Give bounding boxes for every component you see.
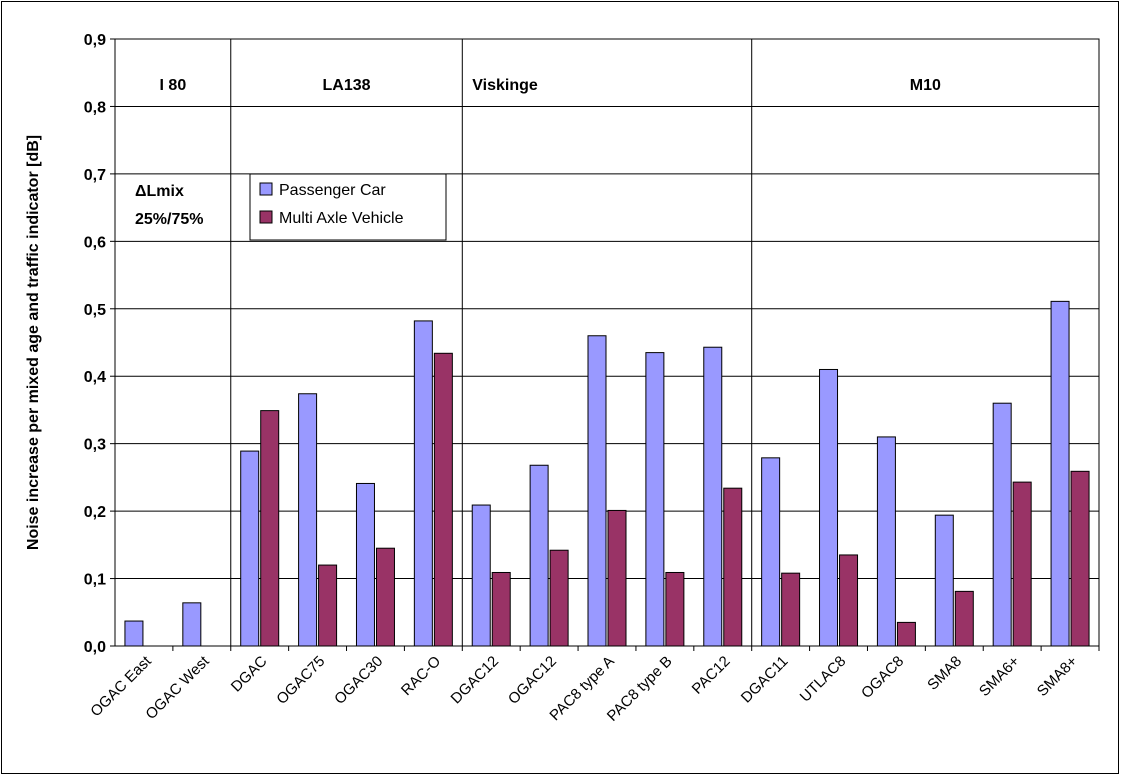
bar-passenger-car (182, 602, 202, 647)
bar-passenger-car (761, 457, 781, 647)
bar-multi-axle-vehicle (723, 487, 743, 647)
x-tick-label: OGAC12 (505, 653, 560, 708)
x-tick-label: DGAC (228, 653, 271, 696)
bar-passenger-car (934, 514, 954, 647)
legend-swatch (259, 182, 273, 196)
bar-multi-axle-vehicle (491, 571, 511, 647)
x-tick-label: SMA6+ (976, 653, 1023, 700)
bar-multi-axle-vehicle (433, 352, 453, 647)
legend-label: Passenger Car (279, 182, 386, 199)
group-label: I 80 (160, 77, 187, 94)
bar-multi-axle-vehicle (839, 554, 859, 647)
x-tick-label: RAC-O (398, 653, 444, 699)
plot-border (114, 38, 1100, 647)
y-tick-label: 0,1 (84, 572, 106, 589)
x-tick-label: SMA8+ (1034, 653, 1081, 700)
bar-multi-axle-vehicle (781, 572, 801, 647)
legend-box (249, 173, 447, 241)
bar-passenger-car (876, 436, 896, 647)
x-tick-label: OGAC75 (273, 653, 328, 708)
y-tick-label: 0,4 (84, 369, 106, 386)
bar-passenger-car (471, 504, 491, 647)
bar-multi-axle-vehicle (318, 564, 338, 647)
y-tick-label: 0,7 (84, 167, 106, 184)
x-tick-label: OGAC30 (331, 653, 386, 708)
legend: Passenger Car Multi Axle Vehicle (249, 173, 447, 241)
x-tick-label: OGAC West (142, 652, 213, 723)
legend-label: Multi Axle Vehicle (279, 210, 404, 227)
bar-multi-axle-vehicle (260, 410, 280, 647)
bar-multi-axle-vehicle (1070, 470, 1090, 647)
y-tick-label: 0,0 (84, 639, 106, 656)
x-tick-label: UTLAC8 (797, 653, 850, 706)
annotation-line2: 25%/75% (135, 211, 204, 228)
bar-multi-axle-vehicle (607, 509, 627, 647)
x-tick-label: OGAC8 (858, 653, 907, 702)
bar-multi-axle-vehicle (375, 547, 395, 647)
group-label: M10 (910, 77, 941, 94)
annotation-line1: ΔLmix (135, 183, 184, 200)
bar-passenger-car (819, 368, 839, 647)
y-tick-label: 0,5 (84, 302, 106, 319)
bar-passenger-car (355, 482, 375, 647)
bar-passenger-car (703, 346, 723, 647)
bar-multi-axle-vehicle (954, 590, 974, 647)
x-tick-label: DGAC11 (738, 653, 792, 707)
y-axis-title: Noise increase per mixed age and traffic… (25, 135, 42, 550)
bar-passenger-car (240, 450, 260, 647)
group-label: Viskinge (472, 77, 538, 94)
bar-passenger-car (298, 393, 318, 647)
y-tick-label: 0,3 (84, 437, 106, 454)
y-tick-label: 0,8 (84, 99, 106, 116)
bar-multi-axle-vehicle (549, 549, 569, 647)
bar-passenger-car (413, 320, 433, 647)
bar-passenger-car (529, 464, 549, 647)
bar-passenger-car (124, 620, 144, 647)
y-tick-label: 0,9 (84, 32, 106, 49)
bar-passenger-car (587, 335, 607, 647)
group-label: LA138 (323, 77, 371, 94)
bar-passenger-car (1050, 300, 1070, 647)
x-tick-label: PAC12 (689, 653, 734, 698)
bar-passenger-car (992, 402, 1012, 647)
bar-passenger-car (645, 352, 665, 647)
x-tick-label: SMA8 (924, 653, 965, 694)
x-tick-label: DGAC12 (448, 653, 502, 707)
y-tick-label: 0,6 (84, 234, 106, 251)
legend-swatch (259, 210, 273, 224)
bar-multi-axle-vehicle (896, 621, 916, 647)
bar-multi-axle-vehicle (665, 571, 685, 647)
bar-multi-axle-vehicle (1012, 481, 1032, 647)
y-tick-label: 0,2 (84, 504, 106, 521)
